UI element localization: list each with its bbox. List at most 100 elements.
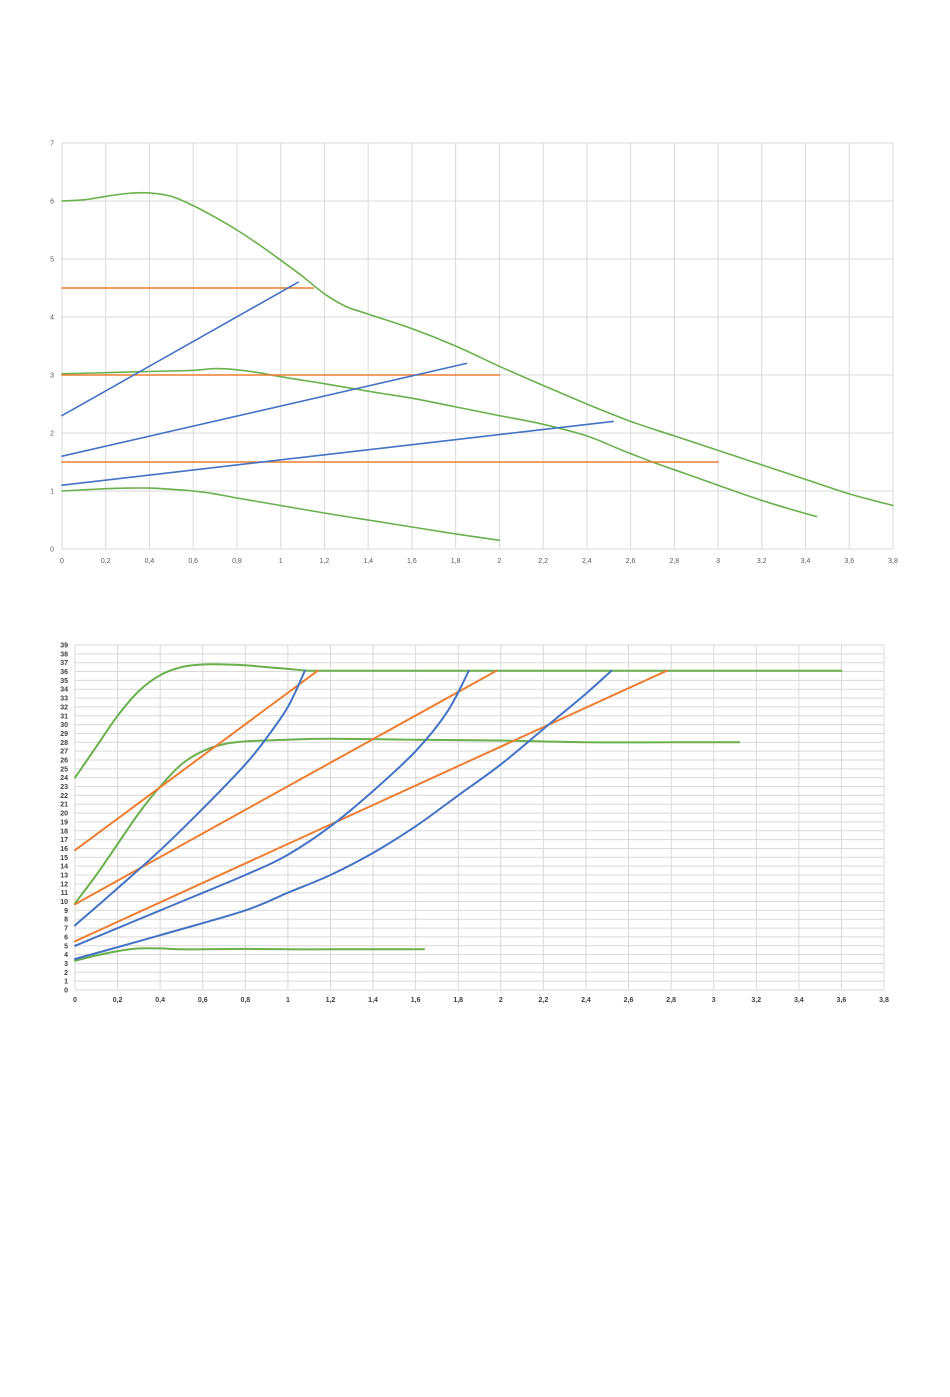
- x-tick-label: 2,2: [538, 558, 548, 565]
- x-tick-label: 1,6: [407, 558, 417, 565]
- y-tick-label: 27: [60, 749, 68, 756]
- y-tick-label: 3: [64, 961, 68, 968]
- y-tick-label: 26: [60, 758, 68, 765]
- series-line-green-1: [61, 367, 818, 518]
- x-tick-label: 0,2: [101, 558, 111, 565]
- x-tick-label: 0,8: [240, 997, 250, 1004]
- x-tick-label: 0,2: [113, 997, 123, 1004]
- series-lines: [61, 191, 894, 542]
- y-tick-label: 34: [60, 687, 68, 694]
- x-tick-label: 1,4: [368, 997, 378, 1004]
- y-tick-label: 6: [64, 934, 68, 941]
- y-tick-label: 37: [60, 660, 68, 667]
- x-tick-label: 3: [716, 558, 720, 565]
- y-tick-label: 6: [50, 199, 54, 206]
- x-tick-label: 0: [73, 997, 77, 1004]
- series-line-orange-4: [74, 669, 498, 906]
- y-tick-label: 30: [60, 722, 68, 729]
- y-tick-label: 20: [60, 811, 68, 818]
- x-tick-label: 1,8: [453, 997, 463, 1004]
- y-tick-label: 2: [64, 970, 68, 977]
- series-line-orange-5: [74, 669, 668, 943]
- y-tick-label: 1: [50, 489, 54, 496]
- y-tick-label: 8: [64, 917, 68, 924]
- y-tick-label: 3: [50, 373, 54, 380]
- x-tick-label: 3,6: [837, 997, 847, 1004]
- y-tick-label: 29: [60, 731, 68, 738]
- gridlines: [61, 142, 894, 550]
- x-tick-label: 2,4: [582, 558, 592, 565]
- x-tick-label: 3,4: [794, 997, 804, 1004]
- y-tick-label: 11: [61, 890, 69, 897]
- series-line-green-2: [74, 947, 426, 962]
- series-line-blue-8: [74, 669, 613, 960]
- y-tick-label: 23: [60, 784, 68, 791]
- y-tick-label: 35: [60, 678, 68, 685]
- x-tick-label: 1,4: [363, 558, 373, 565]
- y-tick-label: 36: [60, 669, 68, 676]
- y-tick-label: 15: [60, 855, 68, 862]
- x-tick-label: 0,6: [198, 997, 208, 1004]
- x-tick-label: 1,2: [326, 997, 336, 1004]
- y-tick-label: 13: [60, 873, 68, 880]
- y-tick-label: 28: [60, 740, 68, 747]
- series-line-blue-7: [61, 362, 468, 457]
- y-tick-label: 31: [60, 713, 68, 720]
- y-tick-label: 4: [64, 952, 68, 959]
- x-tick-label: 0,6: [188, 558, 198, 565]
- x-tick-label: 1,8: [451, 558, 461, 565]
- y-tick-label: 7: [50, 141, 54, 148]
- y-tick-label: 21: [60, 802, 68, 809]
- series-line-blue-7: [74, 669, 470, 947]
- x-tick-label: 2,8: [666, 997, 676, 1004]
- series-line-orange-3: [74, 669, 319, 852]
- series-line-blue-6: [61, 281, 299, 417]
- x-tick-label: 2: [497, 558, 501, 565]
- series-line-green-2: [61, 487, 501, 542]
- x-tick-label: 1,6: [411, 997, 421, 1004]
- y-tick-label: 5: [50, 257, 54, 264]
- y-axis-ticks: 0123456789101112131415161718192021222324…: [60, 643, 68, 995]
- chart-top: 0 0,2 0,4 0,6 0,8 1 1,2 1,4 1,6 1,8 2 2,2 2,4 2,6 2,8 3…: [50, 141, 898, 566]
- y-tick-label: 2: [50, 431, 54, 438]
- y-tick-label: 14: [60, 864, 68, 871]
- x-tick-label: 3,2: [751, 997, 761, 1004]
- x-tick-label: 3,2: [757, 558, 767, 565]
- series-line-green-1: [74, 737, 741, 905]
- y-tick-label: 22: [60, 793, 68, 800]
- y-tick-label: 38: [60, 651, 68, 658]
- x-axis-ticks: 0 0,2 0,4 0,6 0,8 1 1,2 1,4 1,6 1,8 2 2,2 2,4 2,6 2,8 3…: [60, 558, 898, 565]
- series-line-green-0: [61, 191, 894, 507]
- x-tick-label: 0,4: [145, 558, 155, 565]
- y-tick-label: 10: [60, 899, 68, 906]
- y-tick-label: 12: [60, 881, 68, 888]
- y-tick-label: 33: [60, 696, 68, 703]
- x-tick-label: 1: [279, 558, 283, 565]
- x-tick-label: 2,4: [581, 997, 591, 1004]
- y-tick-label: 24: [60, 775, 68, 782]
- y-tick-label: 16: [60, 846, 68, 853]
- x-tick-label: 0,8: [232, 558, 242, 565]
- y-tick-label: 25: [60, 766, 68, 773]
- y-tick-label: 39: [60, 643, 68, 650]
- x-tick-label: 3,6: [844, 558, 854, 565]
- x-tick-label: 2: [499, 997, 503, 1004]
- gridlines: [74, 644, 885, 991]
- x-tick-label: 3,8: [888, 558, 898, 565]
- x-tick-label: 2,2: [539, 997, 549, 1004]
- x-tick-label: 2,6: [626, 558, 636, 565]
- x-tick-label: 2,6: [624, 997, 634, 1004]
- y-tick-label: 4: [50, 315, 54, 322]
- y-tick-label: 1: [64, 979, 68, 986]
- y-tick-label: 9: [64, 908, 68, 915]
- y-tick-label: 32: [60, 704, 68, 711]
- series-line-blue-6: [74, 669, 306, 927]
- y-axis-ticks: 0 1 2 3 4 5 6 7: [50, 141, 54, 554]
- y-tick-label: 5: [64, 943, 68, 950]
- series-line-blue-8: [61, 420, 614, 486]
- x-tick-label: 0,4: [155, 997, 165, 1004]
- x-tick-label: 3: [712, 997, 716, 1004]
- series-lines: [74, 663, 843, 962]
- y-tick-label: 17: [60, 837, 68, 844]
- x-axis-ticks: 0 0,2 0,4 0,6 0,8 1 1,2 1,4 1,6 1,8 2 2,2 2,4 2,6 2,8 3…: [73, 997, 889, 1004]
